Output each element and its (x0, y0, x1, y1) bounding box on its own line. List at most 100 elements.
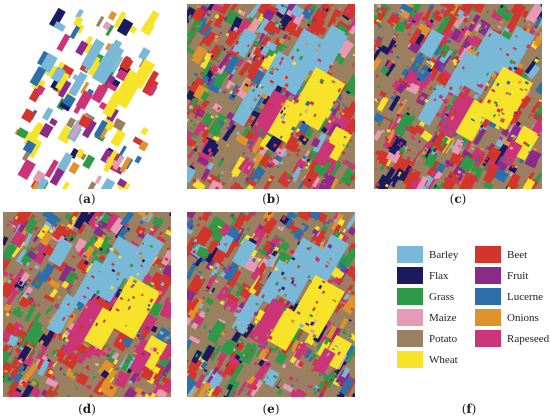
noise-pixel (512, 134, 517, 139)
field-parcel (521, 9, 529, 19)
noise-pixel (426, 57, 432, 62)
field-parcel (271, 237, 326, 305)
labeled-parcel (148, 84, 158, 96)
field-parcel (267, 5, 279, 15)
field-parcel (241, 322, 255, 339)
noise-pixel (291, 61, 297, 66)
noise-pixel (312, 333, 317, 339)
noise-pixel (406, 107, 410, 111)
field-parcel (443, 50, 480, 97)
field-parcel (201, 112, 215, 127)
noise-pixel (247, 140, 253, 145)
field-parcel (441, 68, 452, 79)
field-parcel (21, 300, 29, 308)
noise-pixel (420, 69, 425, 75)
labeled-parcel (41, 107, 54, 121)
noise-pixel (267, 163, 273, 169)
noise-pixel (524, 80, 530, 85)
field-parcel (23, 233, 33, 247)
noise-pixel (374, 36, 376, 41)
field-parcel (510, 4, 526, 18)
labeled-parcel (72, 16, 84, 28)
noise-pixel (496, 82, 500, 87)
noise-pixel (20, 365, 24, 370)
field-parcel (223, 55, 240, 75)
noise-pixel (462, 12, 468, 17)
noise-pixel (214, 272, 218, 277)
noise-pixel (14, 215, 19, 220)
labeled-parcel (55, 71, 70, 91)
field-parcel (7, 212, 17, 223)
noise-pixel (398, 171, 402, 175)
field-parcel (187, 261, 198, 280)
field-parcel (122, 336, 133, 348)
noise-pixel (38, 388, 43, 392)
noise-pixel (291, 256, 296, 261)
labeled-parcel (50, 66, 66, 83)
field-parcel (252, 31, 263, 43)
field-parcel (48, 278, 61, 290)
field-parcel (374, 112, 385, 124)
noise-pixel (286, 153, 290, 157)
noise-pixel (219, 31, 223, 35)
noise-pixel (250, 149, 253, 153)
noise-pixel (187, 359, 190, 363)
field-parcel (229, 16, 243, 33)
field-parcel (257, 4, 271, 15)
noise-pixel (280, 114, 286, 120)
noise-pixel (197, 216, 203, 221)
field-parcel (348, 265, 355, 273)
noise-pixel (41, 230, 46, 234)
noise-pixel (419, 95, 425, 101)
noise-pixel (230, 370, 234, 373)
noise-pixel (146, 307, 151, 312)
noise-pixel (228, 13, 232, 17)
noise-pixel (304, 354, 308, 359)
noise-pixel (467, 42, 471, 47)
noise-pixel (283, 293, 288, 298)
noise-pixel (281, 86, 287, 92)
noise-pixel (416, 10, 421, 15)
noise-pixel (453, 109, 458, 114)
field-parcel (3, 277, 18, 299)
noise-pixel (109, 237, 112, 241)
noise-pixel (163, 336, 169, 342)
legend-swatch (397, 288, 423, 305)
legend-item-grass: Grass (397, 288, 454, 305)
field-parcel (33, 213, 41, 222)
noise-pixel (296, 139, 301, 145)
noise-pixel (336, 391, 340, 395)
noise-pixel (250, 107, 254, 111)
noise-pixel (513, 66, 518, 71)
noise-pixel (299, 165, 303, 169)
noise-pixel (133, 351, 138, 356)
field-parcel (187, 111, 196, 121)
noise-pixel (475, 53, 479, 57)
noise-pixel (193, 238, 198, 243)
noise-pixel (141, 352, 146, 356)
noise-pixel (125, 358, 129, 362)
noise-pixel (3, 258, 6, 264)
noise-pixel (160, 312, 165, 316)
noise-pixel (245, 363, 249, 367)
noise-pixel (486, 10, 489, 13)
field-parcel (63, 313, 77, 332)
noise-pixel (66, 226, 70, 231)
labeled-parcel (36, 177, 49, 189)
field-parcel (221, 305, 232, 320)
noise-pixel (319, 392, 324, 397)
noise-pixel (242, 381, 247, 387)
labeled-parcel (78, 114, 93, 129)
noise-pixel (257, 38, 261, 42)
noise-pixel (191, 242, 195, 246)
noise-pixel (210, 115, 215, 119)
classification-map-c (374, 4, 542, 189)
noise-pixel (124, 223, 129, 228)
noise-pixel (272, 143, 277, 148)
noise-pixel (327, 134, 330, 138)
field-parcel (533, 31, 542, 48)
noise-pixel (395, 13, 400, 17)
noise-pixel (378, 140, 382, 144)
noise-pixel (345, 8, 351, 14)
noise-pixel (411, 169, 416, 174)
